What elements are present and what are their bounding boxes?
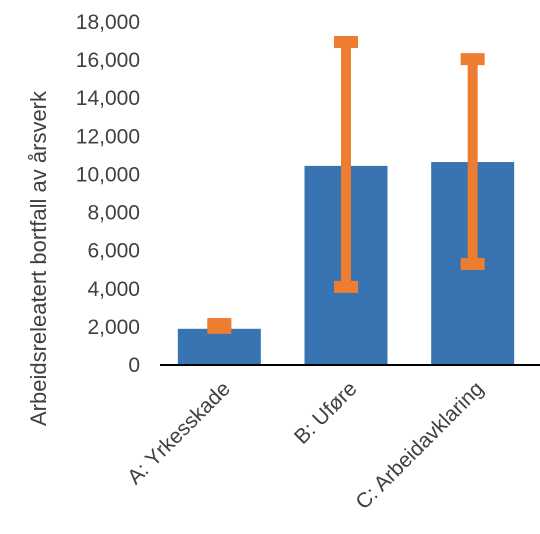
y-tick-label: 18,000	[76, 11, 140, 34]
category-label: A: Yrkesskade	[123, 377, 235, 489]
error-bar-cap-high	[460, 53, 485, 66]
y-tick-label: 4,000	[87, 278, 140, 301]
error-bar-cap-low	[460, 258, 485, 271]
error-bar	[207, 318, 232, 334]
y-tick-label: 14,000	[76, 87, 140, 110]
error-bar	[460, 53, 485, 271]
error-bar-cap-low	[334, 280, 358, 293]
y-axis-label: Arbeidsreleatert bortfall av årsverk	[26, 90, 51, 426]
category-label: C: Arbeidavklaring	[351, 377, 488, 514]
error-bar-cap-low	[207, 321, 232, 334]
error-bars	[207, 36, 485, 334]
y-tick-label: 2,000	[87, 316, 140, 339]
y-tick-label: 16,000	[76, 49, 140, 72]
y-tick-label: 0	[128, 354, 140, 377]
y-axis-ticks: 0 2,000 4,000 6,000 8,000 10,000 12,000 14,000 1…	[76, 11, 140, 377]
y-tick-label: 10,000	[76, 163, 140, 186]
category-label: B: Uføre	[290, 377, 362, 449]
y-tick-label: 6,000	[87, 240, 140, 263]
error-bar	[334, 36, 358, 293]
y-tick-label: 8,000	[87, 202, 140, 225]
error-bar-cap-high	[334, 36, 358, 49]
y-tick-label: 12,000	[76, 125, 140, 148]
bar	[177, 328, 261, 365]
